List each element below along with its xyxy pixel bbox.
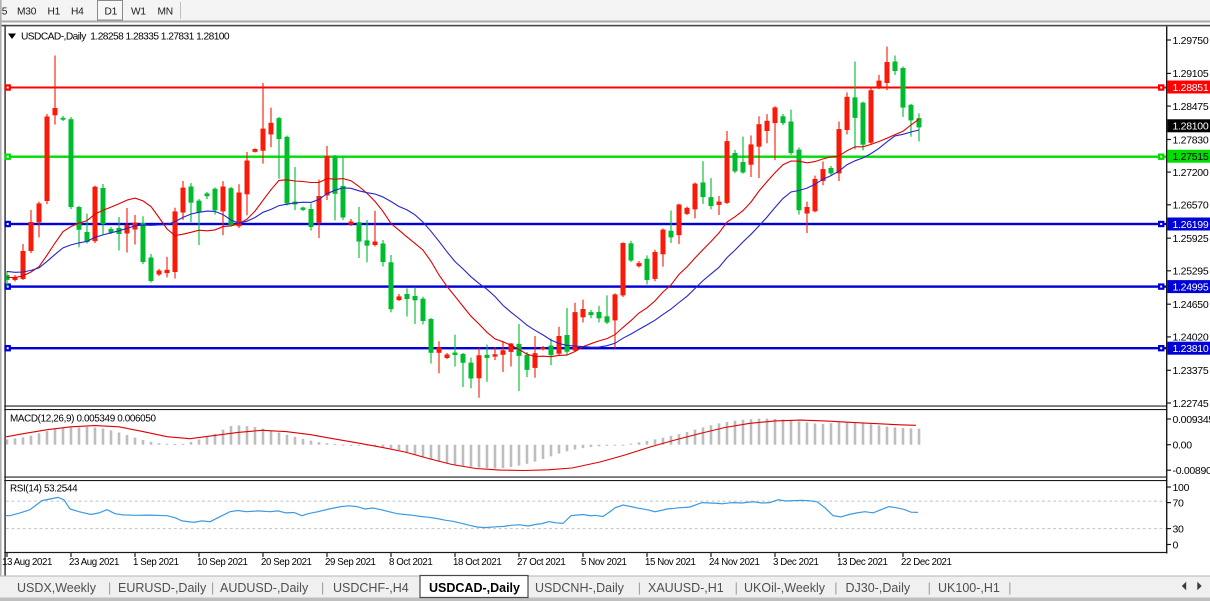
svg-text:DJ30-,Daily: DJ30-,Daily	[846, 581, 911, 595]
svg-text:13 Dec 2021: 13 Dec 2021	[837, 557, 888, 568]
svg-text:UKOil-,Weekly: UKOil-,Weekly	[744, 581, 826, 595]
svg-text:1.22745: 1.22745	[1173, 398, 1209, 410]
svg-text:USDX,Weekly: USDX,Weekly	[17, 581, 97, 595]
svg-text:EURUSD-,Daily: EURUSD-,Daily	[118, 581, 207, 595]
svg-text:23 Aug 2021: 23 Aug 2021	[69, 557, 119, 568]
svg-text:RSI(14) 53.2544: RSI(14) 53.2544	[10, 484, 78, 495]
svg-text:1.25295: 1.25295	[1173, 266, 1209, 278]
svg-text:1.26199: 1.26199	[1173, 219, 1209, 231]
svg-text:0.009345: 0.009345	[1173, 414, 1210, 426]
svg-text:1.29750: 1.29750	[1173, 35, 1209, 47]
svg-text:15 Nov 2021: 15 Nov 2021	[645, 557, 696, 568]
svg-text:|: |	[735, 581, 738, 595]
svg-text:5 Nov 2021: 5 Nov 2021	[581, 557, 627, 568]
svg-text:|: |	[928, 581, 931, 595]
svg-text:20 Sep 2021: 20 Sep 2021	[261, 557, 312, 568]
svg-text:1.27200: 1.27200	[1173, 167, 1209, 179]
svg-text:1.23375: 1.23375	[1173, 365, 1209, 377]
svg-text:USDCAD-,Daily 1.28258 1.28335: USDCAD-,Daily 1.28258 1.28335 1.27831 1.…	[21, 32, 230, 43]
svg-text:1.28475: 1.28475	[1173, 101, 1209, 113]
svg-text:100: 100	[1173, 482, 1190, 494]
svg-text:1.28100: 1.28100	[1173, 121, 1209, 133]
svg-text:1.29105: 1.29105	[1173, 68, 1209, 80]
svg-text:USDCNH-,Daily: USDCNH-,Daily	[535, 581, 625, 595]
svg-text:0: 0	[1173, 539, 1179, 551]
svg-text:M30: M30	[17, 7, 37, 18]
svg-text:H4: H4	[71, 7, 84, 18]
svg-text:24 Nov 2021: 24 Nov 2021	[709, 557, 760, 568]
svg-text:UK100-,H1: UK100-,H1	[938, 581, 1000, 595]
svg-text:1.23810: 1.23810	[1173, 343, 1209, 355]
svg-text:22 Dec 2021: 22 Dec 2021	[901, 557, 952, 568]
svg-text:W1: W1	[131, 7, 146, 18]
svg-text:70: 70	[1173, 497, 1185, 509]
svg-text:|: |	[108, 581, 111, 595]
svg-text:10 Sep 2021: 10 Sep 2021	[197, 557, 248, 568]
svg-text:1.26570: 1.26570	[1173, 200, 1209, 212]
svg-text:|: |	[211, 581, 214, 595]
svg-text:18 Oct 2021: 18 Oct 2021	[453, 557, 501, 568]
svg-text:27 Oct 2021: 27 Oct 2021	[517, 557, 565, 568]
svg-text:USDCAD-,Daily: USDCAD-,Daily	[429, 581, 520, 595]
svg-text:|: |	[1008, 581, 1011, 595]
svg-text:|: |	[638, 581, 641, 595]
svg-text:|: |	[321, 581, 324, 595]
svg-text:1.24020: 1.24020	[1173, 332, 1209, 344]
svg-text:1.24995: 1.24995	[1173, 281, 1209, 293]
svg-text:AUDUSD-,Daily: AUDUSD-,Daily	[220, 581, 309, 595]
svg-text:-0.008902: -0.008902	[1173, 465, 1210, 477]
svg-text:1.25925: 1.25925	[1173, 233, 1209, 245]
svg-text:D1: D1	[105, 7, 118, 18]
svg-text:3 Dec 2021: 3 Dec 2021	[773, 557, 819, 568]
svg-text:|: |	[834, 581, 837, 595]
svg-text:1.27515: 1.27515	[1173, 151, 1209, 163]
svg-text:MN: MN	[158, 7, 173, 18]
svg-text:MACD(12,26,9) 0.005349 0.00605: MACD(12,26,9) 0.005349 0.006050	[10, 414, 156, 425]
svg-text:XAUUSD-,H1: XAUUSD-,H1	[648, 581, 724, 595]
svg-text:1 Sep 2021: 1 Sep 2021	[133, 557, 179, 568]
svg-text:0.00: 0.00	[1173, 440, 1193, 452]
svg-text:1.27830: 1.27830	[1173, 134, 1209, 146]
svg-text:H1: H1	[48, 7, 61, 18]
svg-text:13 Aug 2021: 13 Aug 2021	[2, 557, 52, 568]
svg-text:USDCHF-,H4: USDCHF-,H4	[333, 581, 409, 595]
svg-text:29 Sep 2021: 29 Sep 2021	[325, 557, 376, 568]
svg-text:1.24650: 1.24650	[1173, 299, 1209, 311]
svg-text:30: 30	[1173, 523, 1185, 535]
svg-text:8 Oct 2021: 8 Oct 2021	[389, 557, 432, 568]
svg-text:1.28851: 1.28851	[1173, 82, 1209, 94]
svg-text:M15: M15	[0, 7, 8, 18]
